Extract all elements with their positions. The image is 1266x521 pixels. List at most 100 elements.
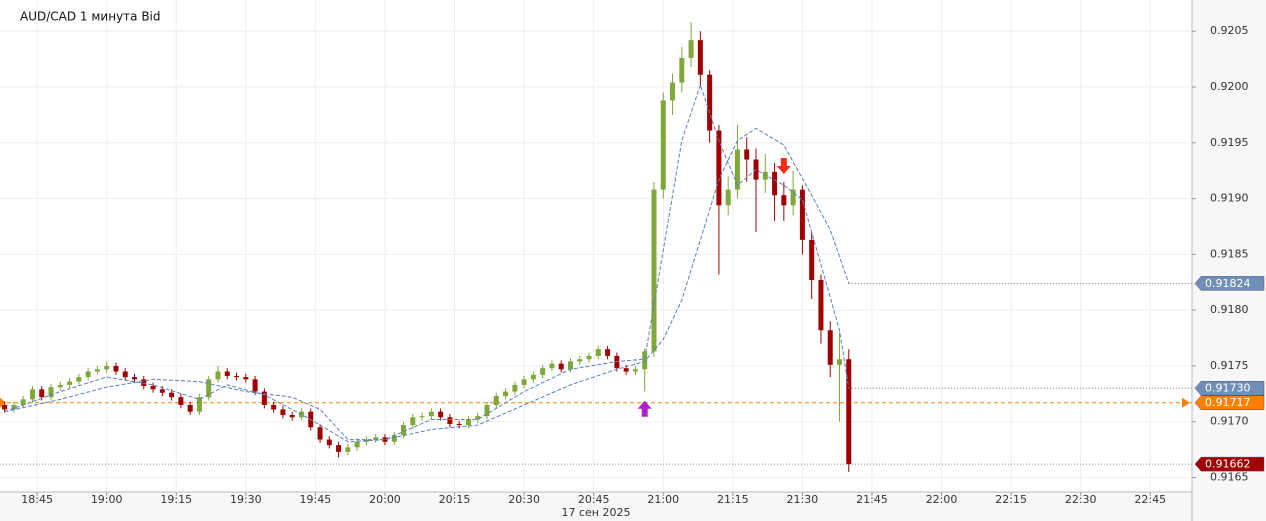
x-tick-label: 21:15 [717, 493, 749, 506]
x-tick-label: 19:00 [91, 493, 123, 506]
candle-body [586, 355, 592, 360]
moving-average-label: 0.91824 [1205, 277, 1251, 290]
candle-body [261, 391, 267, 405]
candle-body [57, 384, 63, 388]
candle-body [475, 416, 481, 420]
last-price-tag [1194, 456, 1265, 472]
candle-body [438, 411, 444, 418]
candle-body [94, 369, 100, 372]
candle-body [104, 365, 110, 370]
x-tick-label: 20:30 [508, 493, 540, 506]
candle-body [577, 359, 583, 362]
candle-body [196, 397, 202, 412]
candle-body [20, 399, 26, 405]
x-tick-label: 22:45 [1134, 493, 1166, 506]
candle-body [85, 371, 91, 378]
x-tick-label: 20:15 [439, 493, 471, 506]
candle-body [345, 447, 351, 452]
candle-body [243, 377, 249, 380]
candle-body [540, 368, 546, 375]
candle-body [827, 330, 833, 365]
candle-body [734, 149, 740, 190]
candle-body [48, 387, 54, 398]
x-tick-label: 19:15 [160, 493, 192, 506]
moving-average [4, 127, 850, 441]
candle-body [401, 425, 407, 436]
y-tick-label: 0.9205 [1210, 24, 1249, 37]
candle-body [410, 417, 416, 426]
y-tick-label: 0.9190 [1210, 192, 1249, 205]
candle-body [614, 355, 620, 369]
candle-body [29, 389, 35, 400]
candle-body [234, 375, 240, 378]
candle-body [224, 371, 230, 376]
entry-level-label: 0.91717 [1205, 396, 1251, 409]
y-tick-label: 0.9170 [1210, 415, 1249, 428]
x-tick-label: 18:45 [21, 493, 53, 506]
candle-body [289, 415, 295, 418]
candle-body [725, 189, 731, 206]
x-tick-label: 21:00 [647, 493, 679, 506]
chart-title: AUD/CAD 1 минута Bid [20, 10, 161, 24]
candle-body [503, 391, 509, 397]
x-tick-label: 19:45 [300, 493, 332, 506]
candle-body [391, 435, 397, 442]
candle-body [493, 396, 499, 405]
candle-body [744, 149, 750, 160]
candle-body [679, 58, 685, 83]
candle-body [484, 404, 490, 417]
candle-body [252, 379, 258, 392]
entry-left-arrow [0, 397, 6, 408]
x-tick-label: 21:30 [787, 493, 819, 506]
candle-body [2, 404, 8, 410]
x-tick-label: 20:00 [369, 493, 401, 506]
candle-body [651, 189, 657, 352]
candle-body [428, 411, 434, 417]
candle-body [846, 359, 852, 465]
last-price-label: 0.91662 [1205, 458, 1251, 471]
x-tick-label: 22:00 [926, 493, 958, 506]
candle-body [837, 359, 843, 365]
candle-body [373, 437, 379, 440]
candle-body [790, 189, 796, 206]
x-tick-label: 22:30 [1065, 493, 1097, 506]
candle-body [11, 404, 17, 410]
candle-body [447, 417, 453, 424]
candle-body [113, 365, 119, 372]
x-tick-label: 20:45 [578, 493, 610, 506]
trade-marker [637, 400, 652, 417]
candle-body [716, 130, 722, 206]
candle-body [271, 404, 277, 410]
y-tick-label: 0.9180 [1210, 303, 1249, 316]
candle-body [707, 74, 713, 131]
candle-body [772, 171, 778, 196]
candle-body [558, 363, 564, 370]
candle-body [521, 379, 527, 385]
moving-average-tag [1194, 276, 1265, 291]
candle-body [595, 349, 601, 356]
candle-body [215, 371, 221, 380]
candle-body [762, 171, 768, 180]
candle-body [67, 381, 73, 385]
y-tick-label: 0.9165 [1210, 470, 1249, 483]
candle-body [122, 371, 128, 378]
date-label: 17 сен 2025 [562, 506, 631, 519]
moving-average-tag [1194, 380, 1265, 396]
candle-body [317, 427, 323, 440]
y-tick-label: 0.9185 [1210, 247, 1249, 260]
entry-level-tag [1194, 395, 1265, 410]
candle-body [632, 369, 638, 372]
candle-body [605, 349, 611, 356]
candle-body [688, 40, 694, 59]
y-tick-label: 0.9200 [1210, 80, 1249, 93]
candle-body [187, 404, 193, 412]
candle-body [809, 239, 815, 281]
candle-body [567, 361, 573, 370]
candle-body [382, 437, 388, 442]
candle-body [419, 416, 425, 418]
y-tick-label: 0.9195 [1210, 136, 1249, 149]
moving-average [4, 83, 850, 443]
candle-body [818, 280, 824, 331]
candle-body [169, 392, 175, 398]
